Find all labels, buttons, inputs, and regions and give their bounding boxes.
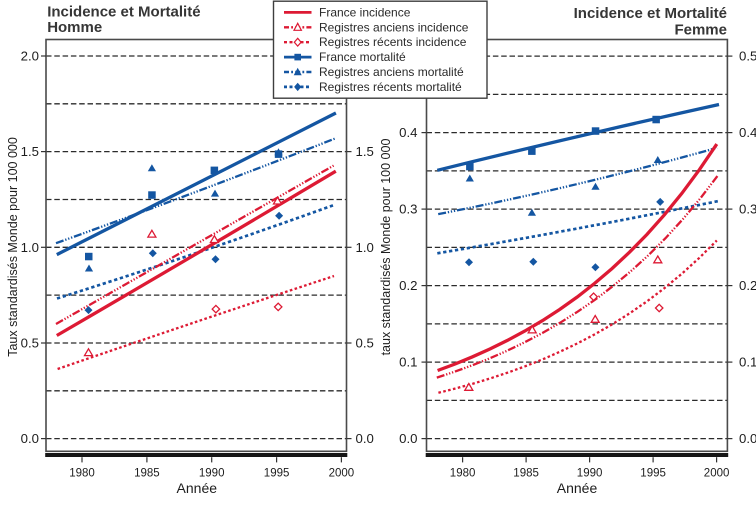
svg-text:1990: 1990 bbox=[577, 468, 603, 480]
svg-text:1985: 1985 bbox=[513, 468, 539, 480]
svg-text:Année: Année bbox=[557, 480, 598, 496]
svg-text:2.0: 2.0 bbox=[21, 49, 39, 64]
svg-text:Homme: Homme bbox=[47, 19, 102, 36]
svg-text:Registres récents incidence: Registres récents incidence bbox=[319, 35, 467, 49]
svg-text:0.4: 0.4 bbox=[399, 125, 417, 140]
svg-text:1995: 1995 bbox=[640, 468, 666, 480]
svg-text:0.0: 0.0 bbox=[356, 431, 374, 446]
svg-text:1.5: 1.5 bbox=[356, 144, 374, 159]
svg-text:0.0: 0.0 bbox=[399, 431, 417, 446]
svg-text:France incidence: France incidence bbox=[319, 5, 411, 19]
svg-text:France mortalité: France mortalité bbox=[319, 50, 406, 64]
svg-text:0.4: 0.4 bbox=[739, 125, 756, 140]
svg-text:0.2: 0.2 bbox=[739, 278, 756, 293]
svg-text:1.0: 1.0 bbox=[356, 240, 374, 255]
svg-text:Registres anciens mortalité: Registres anciens mortalité bbox=[319, 65, 464, 79]
svg-text:Incidence et Mortalité: Incidence et Mortalité bbox=[47, 3, 200, 20]
svg-text:Taux standardisés Monde pour 1: Taux standardisés Monde pour 100 000 bbox=[6, 137, 20, 357]
svg-text:0.5: 0.5 bbox=[739, 49, 756, 64]
svg-text:0.0: 0.0 bbox=[739, 431, 756, 446]
svg-text:1990: 1990 bbox=[199, 468, 225, 480]
svg-text:Registres anciens incidence: Registres anciens incidence bbox=[319, 20, 469, 34]
svg-text:1980: 1980 bbox=[69, 468, 95, 480]
svg-text:0.3: 0.3 bbox=[399, 202, 417, 217]
svg-text:0.3: 0.3 bbox=[739, 202, 756, 217]
svg-text:0.2: 0.2 bbox=[399, 278, 417, 293]
svg-text:0.1: 0.1 bbox=[739, 355, 756, 370]
svg-text:Femme: Femme bbox=[674, 22, 727, 39]
svg-text:1980: 1980 bbox=[450, 468, 476, 480]
svg-text:2000: 2000 bbox=[704, 468, 730, 480]
svg-text:1.0: 1.0 bbox=[21, 240, 39, 255]
svg-text:Registres récents mortalité: Registres récents mortalité bbox=[319, 80, 462, 94]
svg-text:0.5: 0.5 bbox=[21, 336, 39, 351]
svg-text:1985: 1985 bbox=[134, 468, 160, 480]
svg-text:1.5: 1.5 bbox=[21, 144, 39, 159]
svg-text:Année: Année bbox=[177, 480, 218, 496]
svg-text:taux standardisés Monde pour 1: taux standardisés Monde pour 100 000 bbox=[379, 139, 393, 356]
svg-text:0.5: 0.5 bbox=[356, 336, 374, 351]
svg-text:0.0: 0.0 bbox=[21, 431, 39, 446]
svg-text:Incidence et Mortalité: Incidence et Mortalité bbox=[574, 5, 727, 22]
svg-text:0.1: 0.1 bbox=[399, 355, 417, 370]
svg-text:2000: 2000 bbox=[329, 468, 355, 480]
svg-text:1995: 1995 bbox=[264, 468, 290, 480]
